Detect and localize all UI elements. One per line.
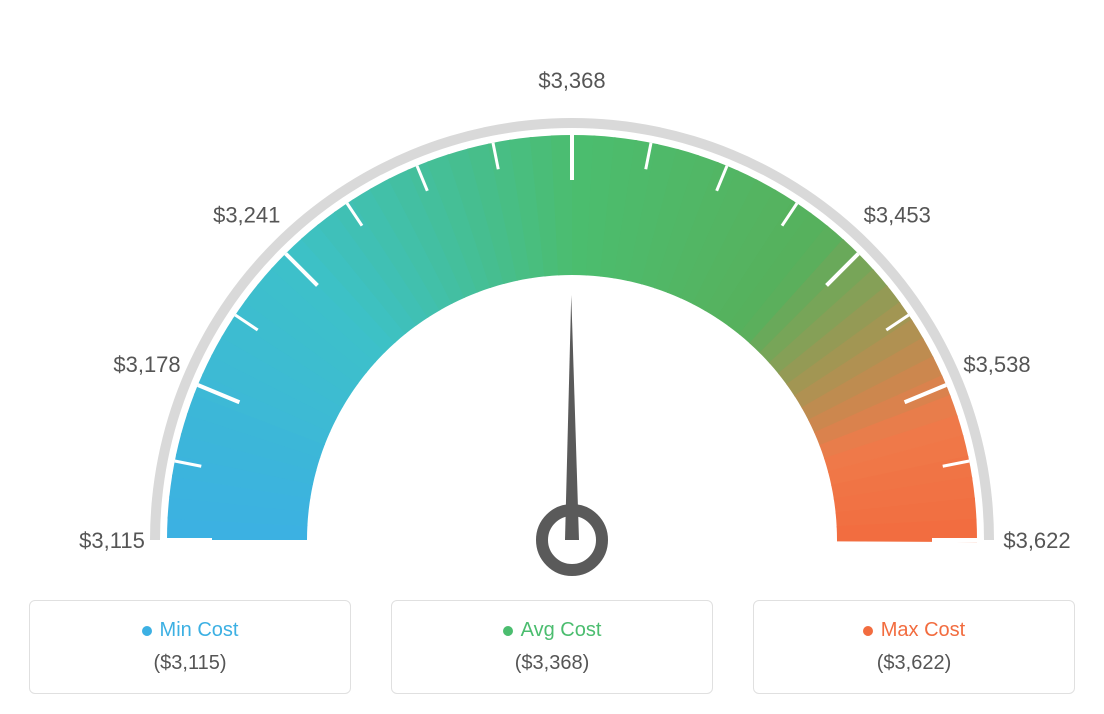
legend-label: Avg Cost [521, 619, 602, 642]
gauge-tick-label: $3,178 [113, 352, 180, 377]
legend-dot-icon [142, 626, 152, 636]
gauge-tick-label: $3,622 [1003, 528, 1070, 553]
legend-row: Min Cost ($3,115) Avg Cost ($3,368) Max Cost… [29, 600, 1075, 694]
legend-value: ($3,622) [877, 652, 952, 675]
legend-label-row: Min Cost [142, 619, 239, 642]
gauge-tick-label: $3,538 [963, 352, 1030, 377]
legend-dot-icon [503, 626, 513, 636]
gauge-tick-label: $3,368 [538, 68, 605, 93]
legend-value: ($3,115) [153, 652, 226, 675]
legend-dot-icon [863, 626, 873, 636]
legend-card-avg-cost: Avg Cost ($3,368) [391, 600, 713, 694]
gauge-tick-label: $3,241 [213, 203, 280, 228]
gauge-svg: $3,115 $3,178 $3,241 $3,368 $3,453 $3,538 $3,6… [20, 20, 1084, 580]
gauge-tick-label: $3,453 [864, 203, 931, 228]
legend-label-row: Avg Cost [503, 619, 602, 642]
legend-label-row: Max Cost [863, 619, 965, 642]
legend-card-min-cost: Min Cost ($3,115) [29, 600, 351, 694]
gauge-needle [565, 295, 579, 540]
legend-label: Min Cost [160, 619, 239, 642]
gauge-tick-label: $3,115 [79, 528, 145, 553]
legend-value: ($3,368) [515, 652, 590, 675]
cost-gauge-chart: $3,115 $3,178 $3,241 $3,368 $3,453 $3,538 $3,6… [20, 20, 1084, 580]
legend-label: Max Cost [881, 619, 965, 642]
legend-card-max-cost: Max Cost ($3,622) [753, 600, 1075, 694]
